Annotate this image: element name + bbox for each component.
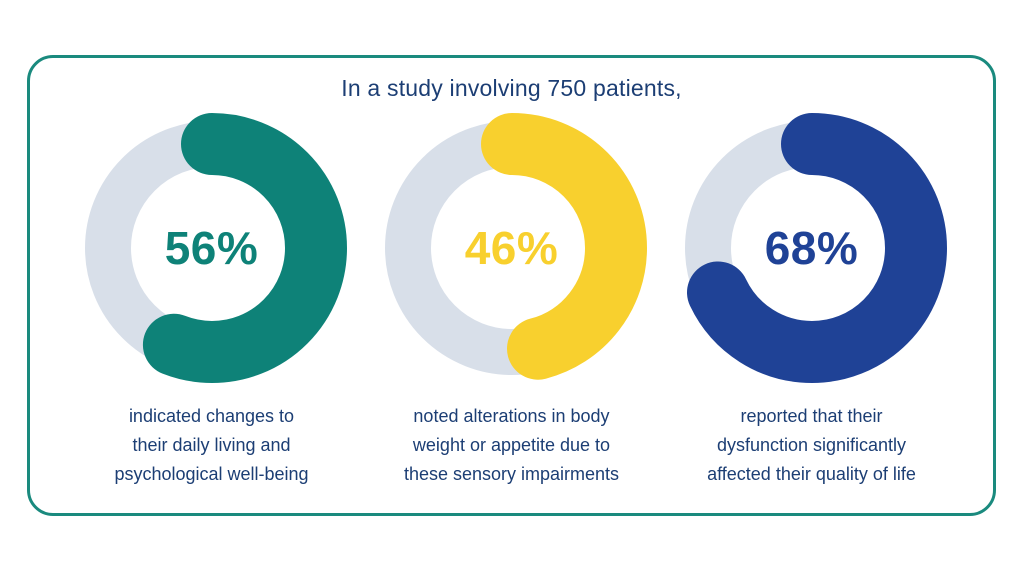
donut-chart-2: 46% [376,113,647,383]
percent-label: 68% [764,222,859,274]
donut-arc [376,113,647,383]
caption-daily-living: indicated changes to their daily living … [114,406,309,484]
study-title: In a study involving 750 patients, [341,75,682,101]
donut-arc [76,113,347,383]
stat-card: In a study involving 750 patients, 56% i… [27,55,996,516]
donut-chart-3: 68% [676,113,947,383]
donut-column-quality-of-life: 68% reported that their dysfunction sign… [662,113,962,488]
donut-svg-1 [76,113,347,383]
caption-quality-of-life: reported that their dysfunction signific… [707,406,916,484]
donut-arc [676,113,947,383]
donut-row: 56% indicated changes to their daily liv… [30,113,993,488]
percent-label: 46% [464,222,559,274]
donut-column-body-weight: 46% noted alterations in body weight or … [362,113,662,488]
donut-chart-1: 56% [76,113,347,383]
donut-svg-2 [376,113,647,383]
donut-svg-3 [676,113,947,383]
caption-body-weight: noted alterations in body weight or appe… [403,406,620,484]
percent-label: 56% [164,222,259,274]
donut-column-daily-living: 56% indicated changes to their daily liv… [62,113,362,488]
